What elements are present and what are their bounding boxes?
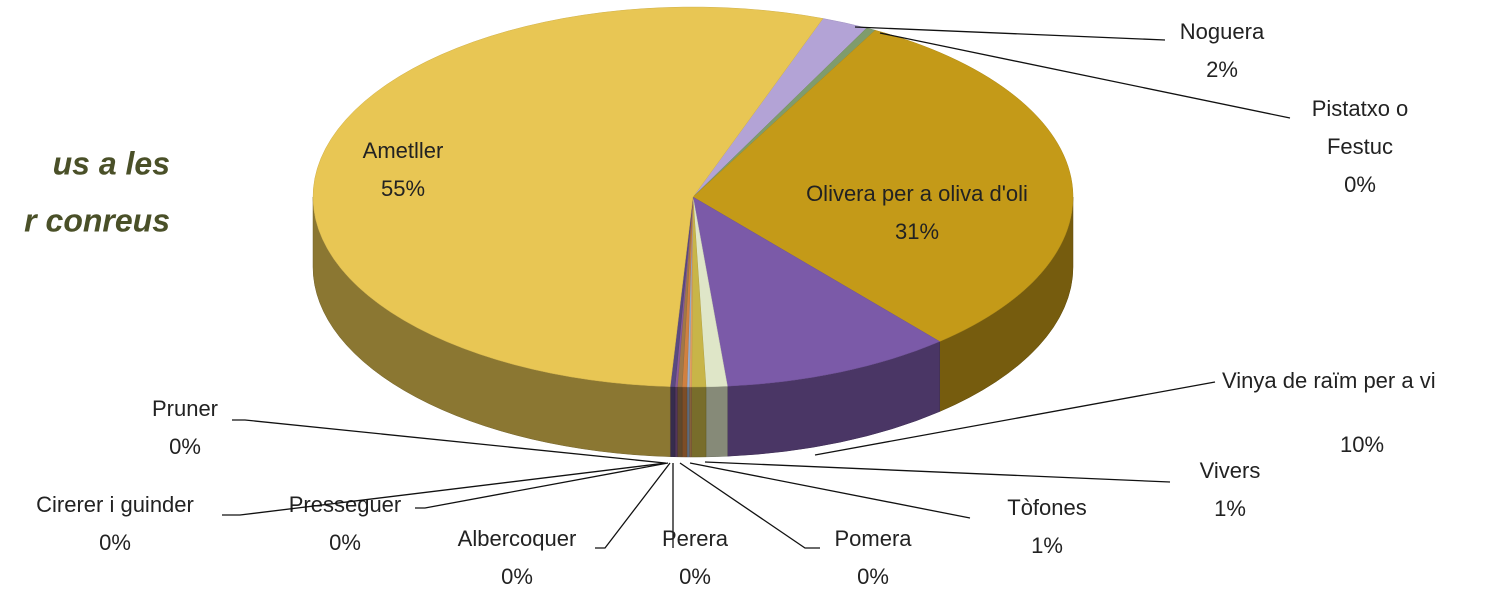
slice-value-label: 31%	[895, 219, 939, 244]
slice-value-label: 0%	[1344, 172, 1376, 197]
pie-slice-side	[674, 386, 678, 458]
slice-value-label: 0%	[501, 564, 533, 589]
slice-label: Pruner	[152, 396, 218, 421]
leader-line	[415, 462, 669, 509]
slice-label: Ametller	[363, 138, 444, 163]
leader-line	[879, 32, 1291, 119]
leader-line	[854, 26, 1166, 41]
slice-label: Vinya de raïm per a vi	[1222, 368, 1436, 393]
pie-slice-side	[689, 386, 692, 458]
slice-label: Vivers	[1200, 458, 1261, 483]
pie-slice-side	[681, 386, 688, 458]
pie-slice-side	[669, 386, 676, 458]
slice-value-label: 0%	[329, 530, 361, 555]
slice-value-label: 1%	[1214, 496, 1246, 521]
pie-slice-side	[691, 386, 707, 458]
leader-line	[704, 461, 1171, 483]
leader-line	[232, 419, 666, 464]
leader-line	[595, 462, 671, 549]
slice-label: Olivera per a oliva d'oli	[806, 181, 1028, 206]
slice-label: Pistatxo o Festuc	[1312, 96, 1409, 159]
leader-line	[814, 381, 1216, 456]
slice-label: Tòfones	[1007, 495, 1087, 520]
leader-line	[689, 462, 971, 519]
slice-label: Albercoquer	[458, 526, 577, 551]
slice-value-label: 1%	[1031, 533, 1063, 558]
slice-label: Pomera	[834, 526, 912, 551]
pie-sides	[312, 196, 1074, 458]
pie-slice-side	[686, 386, 690, 458]
slice-value-label: 55%	[381, 176, 425, 201]
title-fragment: r conreus	[24, 202, 170, 238]
pie-slice	[692, 196, 941, 387]
pie-slice	[692, 29, 1074, 342]
slice-value-label: 10%	[1340, 432, 1384, 457]
slice-label: Noguera	[1180, 19, 1265, 44]
slice-value-label: 0%	[679, 564, 711, 589]
slice-label: Presseguer	[289, 492, 402, 517]
title-fragment: us a les	[53, 145, 170, 181]
pie-tops	[312, 6, 1074, 388]
leader-line	[222, 462, 667, 516]
pie-slice-side	[705, 385, 728, 458]
pie-slice	[312, 6, 824, 387]
slice-label: Cirerer i guinder	[36, 492, 194, 517]
slice-value-label: 0%	[99, 530, 131, 555]
slice-label: Perera	[662, 526, 729, 551]
slice-value-label: 0%	[857, 564, 889, 589]
leader-line	[679, 462, 820, 549]
slice-value-label: 0%	[169, 434, 201, 459]
slice-value-label: 2%	[1206, 57, 1238, 82]
pie-slice-side	[677, 386, 683, 458]
